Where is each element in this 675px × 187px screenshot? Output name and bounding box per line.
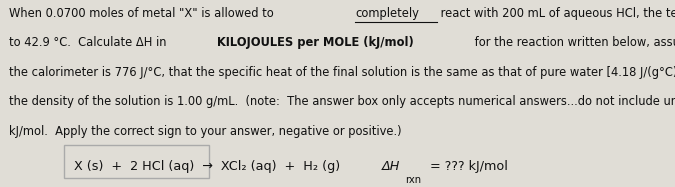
Text: ΔH: ΔH — [381, 160, 400, 173]
Text: When 0.0700 moles of metal "X" is allowed to: When 0.0700 moles of metal "X" is allowe… — [9, 7, 277, 20]
Text: for the reaction written below, assuming that the heat capacity of: for the reaction written below, assuming… — [470, 36, 675, 49]
Text: rxn: rxn — [405, 175, 421, 185]
Text: the calorimeter is 776 J/°C, that the specific heat of the final solution is the: the calorimeter is 776 J/°C, that the sp… — [9, 66, 675, 79]
Text: ΔH: ΔH — [381, 160, 400, 173]
Text: completely: completely — [355, 7, 419, 20]
Text: kJ/mol.  Apply the correct sign to your answer, negative or positive.): kJ/mol. Apply the correct sign to your a… — [9, 125, 402, 138]
Text: to 42.9 °C.  Calculate ΔH in: to 42.9 °C. Calculate ΔH in — [9, 36, 170, 49]
Text: rxn: rxn — [405, 175, 421, 185]
Text: react with 200 mL of aqueous HCl, the temperature rises from 25.0 °C: react with 200 mL of aqueous HCl, the te… — [437, 7, 675, 20]
Text: X (s)  +  2 HCl (aq)  →  XCl₂ (aq)  +  H₂ (g): X (s) + 2 HCl (aq) → XCl₂ (aq) + H₂ (g) — [74, 160, 340, 173]
Text: KILOJOULES per MOLE (kJ/mol): KILOJOULES per MOLE (kJ/mol) — [217, 36, 413, 49]
Text: the density of the solution is 1.00 g/mL.  (note:  The answer box only accepts n: the density of the solution is 1.00 g/mL… — [9, 95, 675, 108]
Text: = ??? kJ/mol: = ??? kJ/mol — [426, 160, 508, 173]
